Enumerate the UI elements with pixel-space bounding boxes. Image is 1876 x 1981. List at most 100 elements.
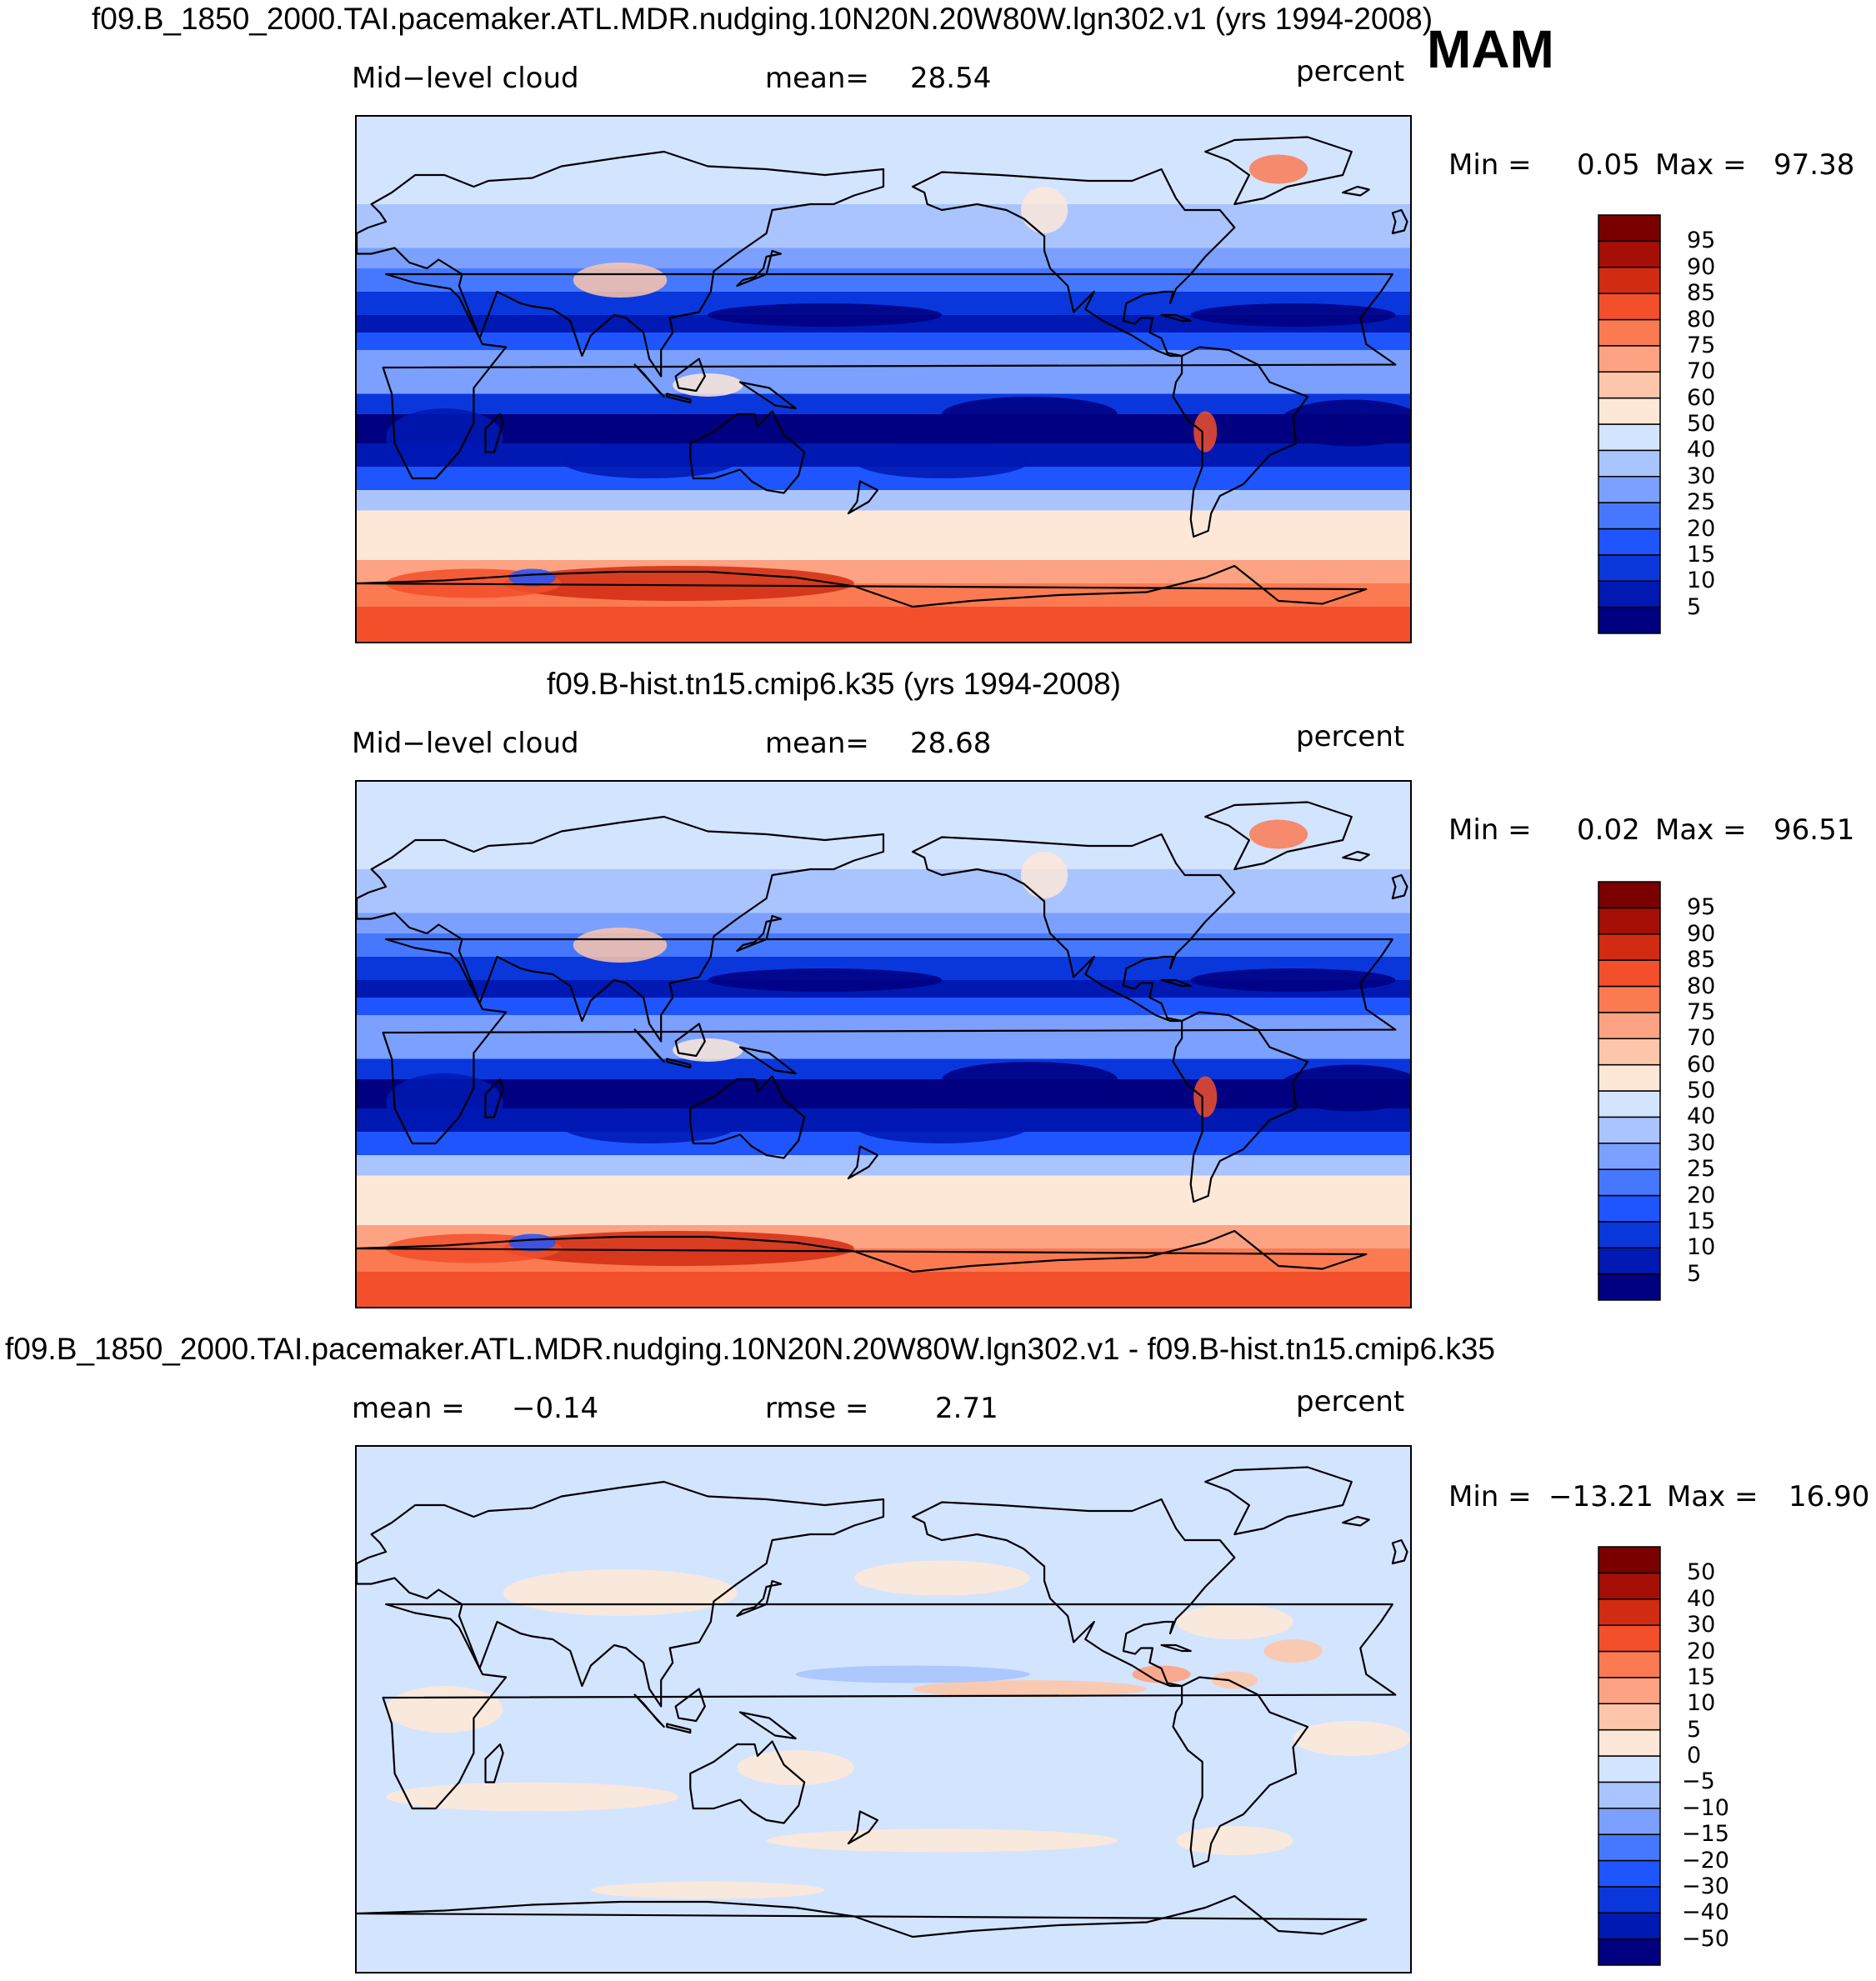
colorbar-swatch xyxy=(1598,293,1661,321)
coastline xyxy=(1160,978,1192,988)
panel1-max-value: 97.38 xyxy=(1773,148,1855,182)
panel1-map xyxy=(355,115,1412,643)
colorbar-tick-label: 10 xyxy=(1687,568,1716,594)
cloud-band xyxy=(357,869,1410,913)
cloud-band xyxy=(357,1175,1410,1205)
panel2-variable: Mid−level cloud xyxy=(352,727,579,760)
cloud-band xyxy=(357,539,1410,560)
colorbar-swatch xyxy=(1598,1833,1661,1862)
coastline xyxy=(666,1058,692,1069)
season-label: MAM xyxy=(1427,19,1554,79)
coastline xyxy=(911,168,1236,358)
coastline xyxy=(1342,185,1370,197)
colorbar-tick-label: 20 xyxy=(1687,515,1716,542)
cloud-band xyxy=(357,490,1410,511)
cloud-feature xyxy=(508,1233,556,1252)
cloud-band xyxy=(357,1058,1410,1079)
panel1-max-label: Max = xyxy=(1655,148,1747,182)
cloud-feature xyxy=(508,568,556,587)
coastline xyxy=(633,363,665,398)
cloud-band xyxy=(357,1079,1410,1108)
cloud-feature xyxy=(1190,968,1396,992)
diff-feature xyxy=(1132,1665,1191,1683)
coastline xyxy=(674,358,706,393)
colorbar-tick-label: 0 xyxy=(1687,1743,1702,1768)
cloud-band xyxy=(357,1038,1410,1059)
colorbar-swatch xyxy=(1598,1755,1661,1783)
cloud-feature xyxy=(503,566,854,601)
cloud-feature xyxy=(673,1038,743,1062)
coastline xyxy=(633,1028,665,1063)
cloud-feature xyxy=(1190,303,1396,327)
colorbar-tick-label: 40 xyxy=(1687,1585,1716,1612)
colorbar-swatch xyxy=(1598,1781,1661,1809)
colorbar-tick-label: −10 xyxy=(1682,1794,1729,1821)
cloud-band xyxy=(357,393,1410,414)
coastline xyxy=(738,1711,797,1740)
colorbar-swatch xyxy=(1598,1143,1661,1170)
colorbar-tick-label: 10 xyxy=(1687,1690,1716,1717)
colorbar-tick-label: 10 xyxy=(1687,1234,1716,1261)
coastline xyxy=(357,1894,1368,1938)
coastline xyxy=(1342,850,1370,862)
colorbar-tick-label: −20 xyxy=(1682,1847,1729,1873)
panel2-mean-label: mean= xyxy=(765,727,869,760)
colorbar-tick-label: 85 xyxy=(1687,280,1716,307)
colorbar-tick-label: 5 xyxy=(1687,1260,1702,1287)
cloud-feature xyxy=(1278,399,1410,447)
colorbar-tick-label: 40 xyxy=(1687,437,1716,463)
colorbar-tick-label: 15 xyxy=(1687,541,1716,568)
panel3-min-value: −13.21 xyxy=(1548,1480,1653,1513)
coastline xyxy=(736,914,783,953)
colorbar-tick-label: 80 xyxy=(1687,306,1716,333)
cloud-feature xyxy=(1193,1076,1218,1118)
coastline xyxy=(847,1145,879,1180)
cloud-feature xyxy=(573,263,668,298)
coastline xyxy=(382,938,1397,1145)
colorbar-swatch xyxy=(1598,1090,1661,1118)
diff-feature xyxy=(1176,1826,1293,1855)
cloud-band xyxy=(357,268,1410,292)
colorbar-swatch xyxy=(1598,1168,1661,1197)
colorbar-swatch xyxy=(1598,1598,1661,1626)
colorbar-swatch xyxy=(1598,580,1661,608)
coastline xyxy=(666,393,692,404)
cloud-band xyxy=(357,998,1410,1015)
cloud-band xyxy=(357,1272,1410,1307)
colorbar-swatch xyxy=(1598,318,1661,347)
coastline xyxy=(1204,801,1353,871)
coastline xyxy=(1160,1643,1192,1653)
coastline xyxy=(484,413,504,453)
colorbar-tick-label: 70 xyxy=(1687,358,1716,385)
cloud-band xyxy=(357,510,1410,540)
cloud-feature xyxy=(561,1108,738,1143)
colorbar-swatch xyxy=(1598,1703,1661,1731)
colorbar-tick-label: 25 xyxy=(1687,1156,1716,1183)
diff-feature xyxy=(590,1881,825,1899)
colorbar-swatch xyxy=(1598,606,1661,634)
cloud-band xyxy=(357,204,1410,248)
cloud-feature xyxy=(1021,187,1068,233)
cloud-feature xyxy=(853,1108,1030,1143)
colorbar-swatch xyxy=(1598,1194,1661,1223)
colorbar-tick-label: 90 xyxy=(1687,920,1716,947)
coastline xyxy=(484,1743,504,1783)
diff-feature xyxy=(1293,1721,1410,1756)
cloud-band xyxy=(357,333,1410,350)
panel3-mean-label: mean = xyxy=(352,1392,465,1425)
cloud-feature xyxy=(1021,852,1068,898)
panel3-max-label: Max = xyxy=(1667,1480,1758,1513)
cloud-feature xyxy=(1248,819,1308,849)
colorbar-tick-label: 90 xyxy=(1687,253,1716,280)
colorbar-tick-label: 20 xyxy=(1687,1638,1716,1664)
panel3-rmse-label: rmse = xyxy=(765,1392,869,1425)
coastline xyxy=(736,1579,783,1618)
coastline xyxy=(911,833,1236,1023)
colorbar-tick-label: 80 xyxy=(1687,973,1716,999)
colorbar-tick-label: 25 xyxy=(1687,489,1716,516)
cloud-feature xyxy=(1193,411,1218,453)
coastline xyxy=(1391,873,1408,900)
diff-feature xyxy=(795,1665,1030,1683)
diff-feature xyxy=(1176,1604,1293,1639)
coastline xyxy=(357,150,885,378)
